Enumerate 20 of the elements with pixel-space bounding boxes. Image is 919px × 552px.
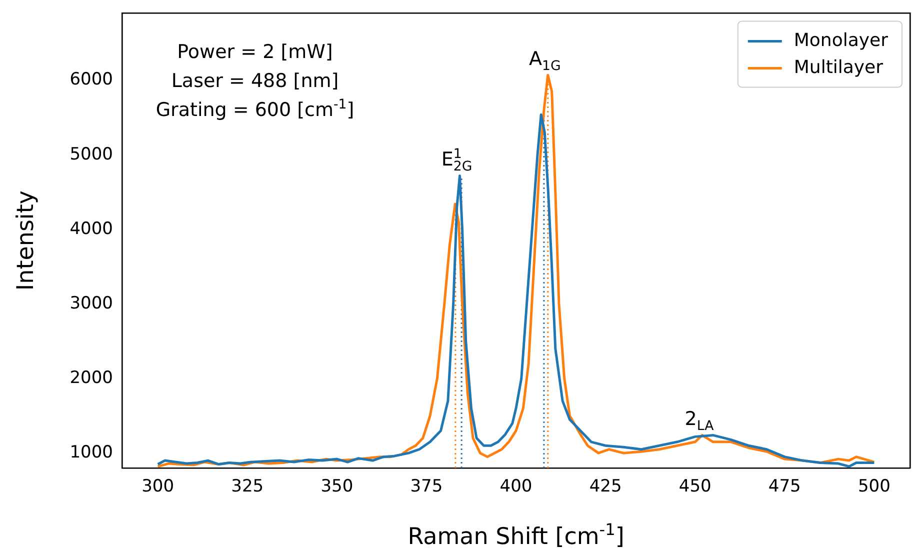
- legend-label: Multilayer: [794, 56, 884, 78]
- x-tick-label: 375: [410, 476, 443, 497]
- y-axis-title: Intensity: [13, 190, 39, 291]
- legend-label: Monolayer: [794, 30, 889, 51]
- y-tick-label: 2000: [70, 368, 113, 388]
- x-tick-label: 425: [589, 476, 622, 497]
- y-tick-label: 1000: [70, 442, 113, 463]
- y-tick-label: 6000: [70, 70, 113, 90]
- x-tick-label: 350: [320, 476, 354, 497]
- x-tick-label: 300: [142, 476, 174, 497]
- y-tick-label: 5000: [70, 144, 113, 164]
- x-tick-label: 400: [500, 476, 532, 497]
- x-tick-label: 325: [231, 476, 264, 497]
- y-tick-label: 3000: [70, 293, 113, 314]
- y-tick-label: 4000: [70, 218, 113, 239]
- x-tick-label: 500: [858, 476, 890, 497]
- x-tick-label: 450: [678, 476, 712, 497]
- annotation: Laser = 488 [nm]: [171, 70, 339, 92]
- annotation: Power = 2 [mW]: [177, 41, 333, 64]
- x-tick-label: 475: [768, 476, 801, 497]
